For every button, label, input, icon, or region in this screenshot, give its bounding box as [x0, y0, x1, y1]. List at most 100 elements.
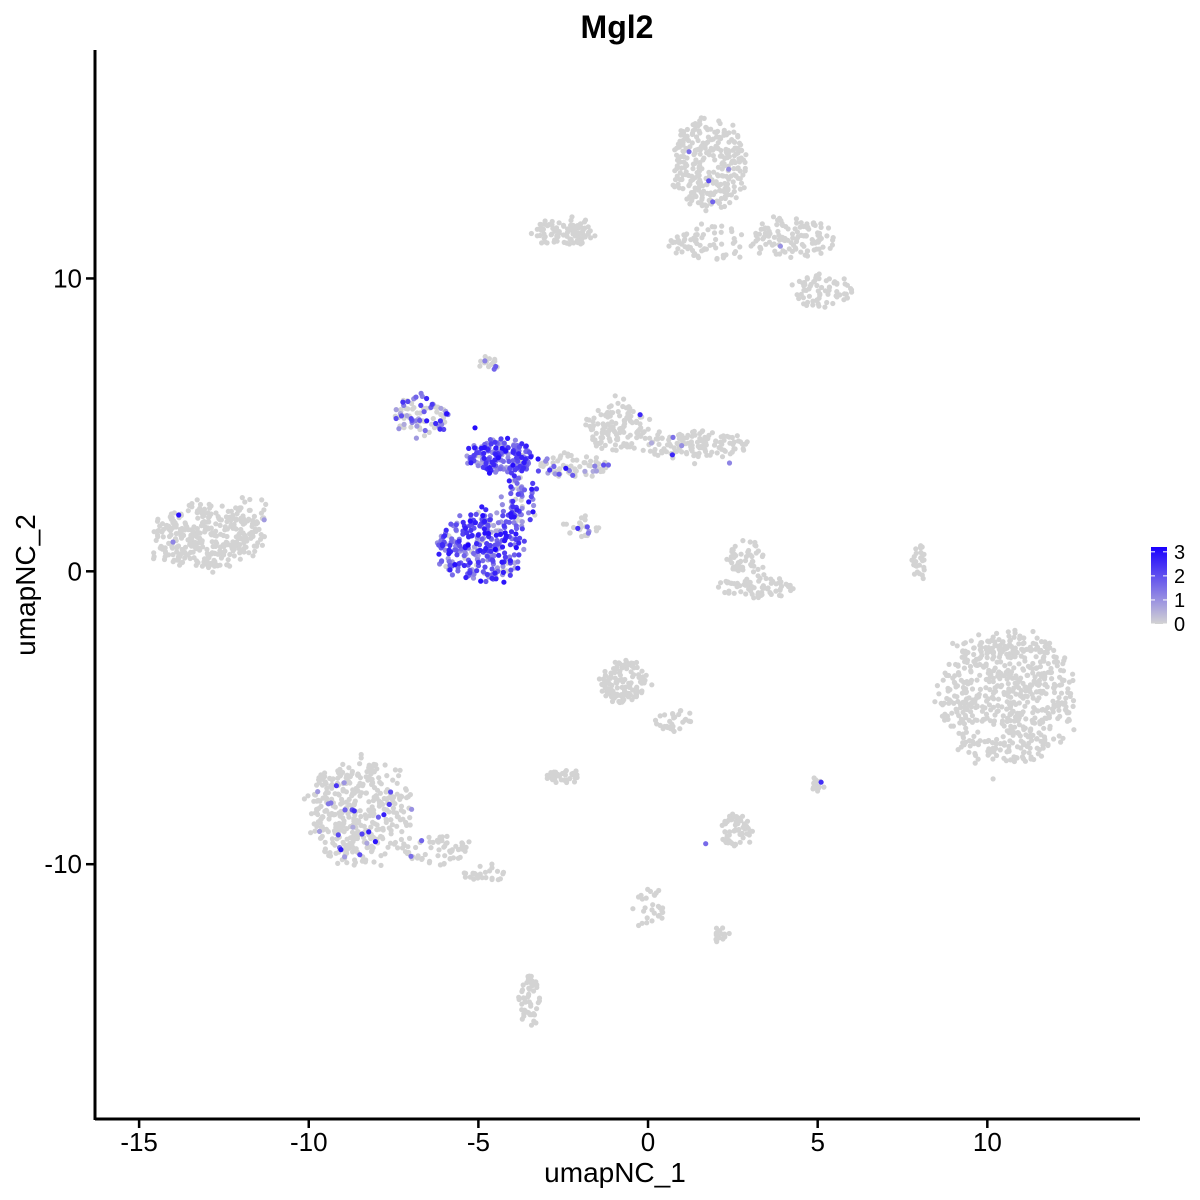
- cell-point: [481, 455, 487, 461]
- cell-point: [674, 152, 680, 158]
- cell-point: [783, 224, 789, 230]
- cell-point: [1036, 677, 1042, 684]
- cell-point: [994, 752, 1000, 759]
- cell-point: [413, 435, 419, 441]
- cell-point: [491, 522, 497, 529]
- cell-point: [185, 508, 191, 514]
- cell-point: [686, 149, 692, 155]
- cell-point: [659, 435, 665, 441]
- cell-point: [1014, 755, 1020, 761]
- cell-point: [682, 236, 688, 242]
- cell-point: [1038, 639, 1045, 645]
- cell-point: [810, 784, 817, 791]
- cell-point: [323, 826, 329, 832]
- cell-point: [479, 536, 485, 542]
- cell-point: [1034, 736, 1040, 742]
- cell-point: [918, 549, 924, 556]
- cell-point: [511, 473, 517, 479]
- cell-point: [213, 521, 219, 527]
- cell-point: [711, 169, 717, 175]
- cell-point: [493, 528, 499, 534]
- cell-point: [1001, 673, 1007, 679]
- cell-point: [426, 860, 432, 866]
- cell-point: [727, 557, 733, 563]
- cell-point: [755, 592, 761, 598]
- cell-point: [570, 472, 576, 478]
- cell-point: [345, 811, 351, 817]
- cell-point: [723, 149, 729, 155]
- cell-point: [574, 457, 580, 463]
- cell-point: [430, 416, 436, 422]
- cell-point: [407, 792, 413, 798]
- cell-point: [659, 915, 665, 921]
- cell-point: [528, 230, 535, 237]
- cell-point: [631, 665, 637, 671]
- cell-point: [920, 575, 926, 582]
- cell-point: [1051, 685, 1057, 691]
- cell-point: [563, 521, 570, 527]
- cell-point: [200, 544, 206, 550]
- cell-point: [976, 694, 982, 700]
- cell-point: [527, 517, 533, 523]
- cell-point: [526, 449, 533, 456]
- cell-point: [644, 920, 650, 926]
- cell-point: [997, 747, 1003, 753]
- cell-point: [1051, 681, 1057, 688]
- cell-point: [312, 828, 318, 834]
- cell-point: [555, 458, 561, 464]
- cell-point: [1070, 703, 1076, 710]
- cell-point: [159, 521, 166, 527]
- cell-point: [974, 677, 980, 683]
- cell-point: [516, 552, 522, 558]
- cell-point: [995, 670, 1001, 677]
- cell-point: [221, 544, 227, 550]
- cell-point: [200, 519, 206, 525]
- cell-point: [818, 221, 824, 227]
- cell-point: [731, 129, 737, 135]
- cell-point: [455, 847, 461, 853]
- cell-point: [731, 188, 737, 195]
- cell-point: [815, 239, 821, 245]
- cell-point: [801, 283, 807, 289]
- cell-point: [722, 589, 728, 596]
- cell-point: [1025, 663, 1031, 669]
- cell-point: [771, 234, 778, 240]
- cell-point: [960, 740, 966, 746]
- cell-point: [1006, 748, 1012, 754]
- cell-point: [977, 661, 983, 668]
- cell-point: [586, 417, 592, 423]
- cell-point: [429, 401, 435, 407]
- cell-point: [735, 568, 742, 574]
- cell-point: [731, 828, 737, 834]
- cell-point: [456, 538, 462, 544]
- cell-point: [1015, 680, 1021, 686]
- cell-point: [358, 813, 364, 820]
- cell-point: [714, 181, 720, 188]
- cell-point: [501, 440, 507, 446]
- cell-point: [770, 214, 777, 220]
- cell-point: [728, 817, 734, 823]
- cell-point: [467, 518, 473, 524]
- cell-point: [1060, 668, 1067, 674]
- cell-point: [616, 660, 622, 666]
- cell-point: [242, 499, 248, 505]
- cell-point: [683, 172, 689, 178]
- cell-point: [693, 232, 699, 238]
- cell-point: [975, 756, 981, 762]
- cell-point: [990, 695, 996, 701]
- cell-point: [474, 541, 480, 547]
- cell-point: [519, 988, 525, 995]
- cell-point: [565, 451, 571, 457]
- cell-point: [1027, 682, 1033, 688]
- cell-point: [683, 716, 689, 723]
- cell-point: [574, 223, 581, 229]
- cell-point: [362, 812, 368, 818]
- cell-point: [990, 776, 996, 782]
- cell-point: [674, 234, 680, 240]
- cell-point: [712, 157, 718, 163]
- cell-point: [623, 657, 629, 663]
- cell-point: [738, 180, 745, 186]
- cell-point: [441, 426, 447, 432]
- cell-point: [773, 588, 779, 594]
- cell-point: [436, 847, 442, 853]
